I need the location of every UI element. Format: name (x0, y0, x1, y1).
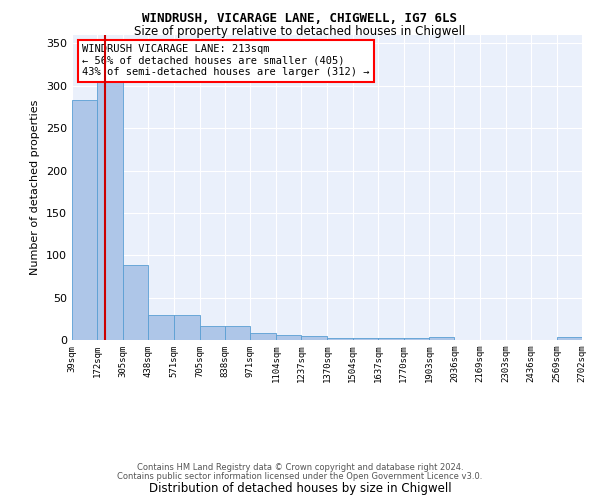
Text: WINDRUSH VICARAGE LANE: 213sqm
← 56% of detached houses are smaller (405)
43% of: WINDRUSH VICARAGE LANE: 213sqm ← 56% of … (82, 44, 370, 78)
Bar (276, 335, 301, 340)
Bar (404, 338, 429, 340)
Text: Size of property relative to detached houses in Chigwell: Size of property relative to detached ho… (134, 25, 466, 38)
Bar (225, 326, 250, 340)
Bar (123, 266, 148, 340)
Bar (250, 333, 276, 340)
Text: Contains public sector information licensed under the Open Government Licence v3: Contains public sector information licen… (118, 472, 482, 481)
Bar (301, 336, 327, 340)
Bar (200, 326, 225, 340)
Bar (557, 338, 582, 340)
Bar (353, 338, 378, 340)
Text: Distribution of detached houses by size in Chigwell: Distribution of detached houses by size … (149, 482, 451, 495)
Bar (97, 64, 123, 340)
Bar (378, 338, 404, 340)
Y-axis label: Number of detached properties: Number of detached properties (31, 100, 40, 275)
Bar (174, 316, 200, 340)
Text: Contains HM Land Registry data © Crown copyright and database right 2024.: Contains HM Land Registry data © Crown c… (137, 464, 463, 472)
Text: WINDRUSH, VICARAGE LANE, CHIGWELL, IG7 6LS: WINDRUSH, VICARAGE LANE, CHIGWELL, IG7 6… (143, 12, 458, 26)
Bar (72, 100, 97, 340)
Bar (429, 336, 454, 340)
Bar (148, 316, 174, 340)
Bar (327, 338, 353, 340)
